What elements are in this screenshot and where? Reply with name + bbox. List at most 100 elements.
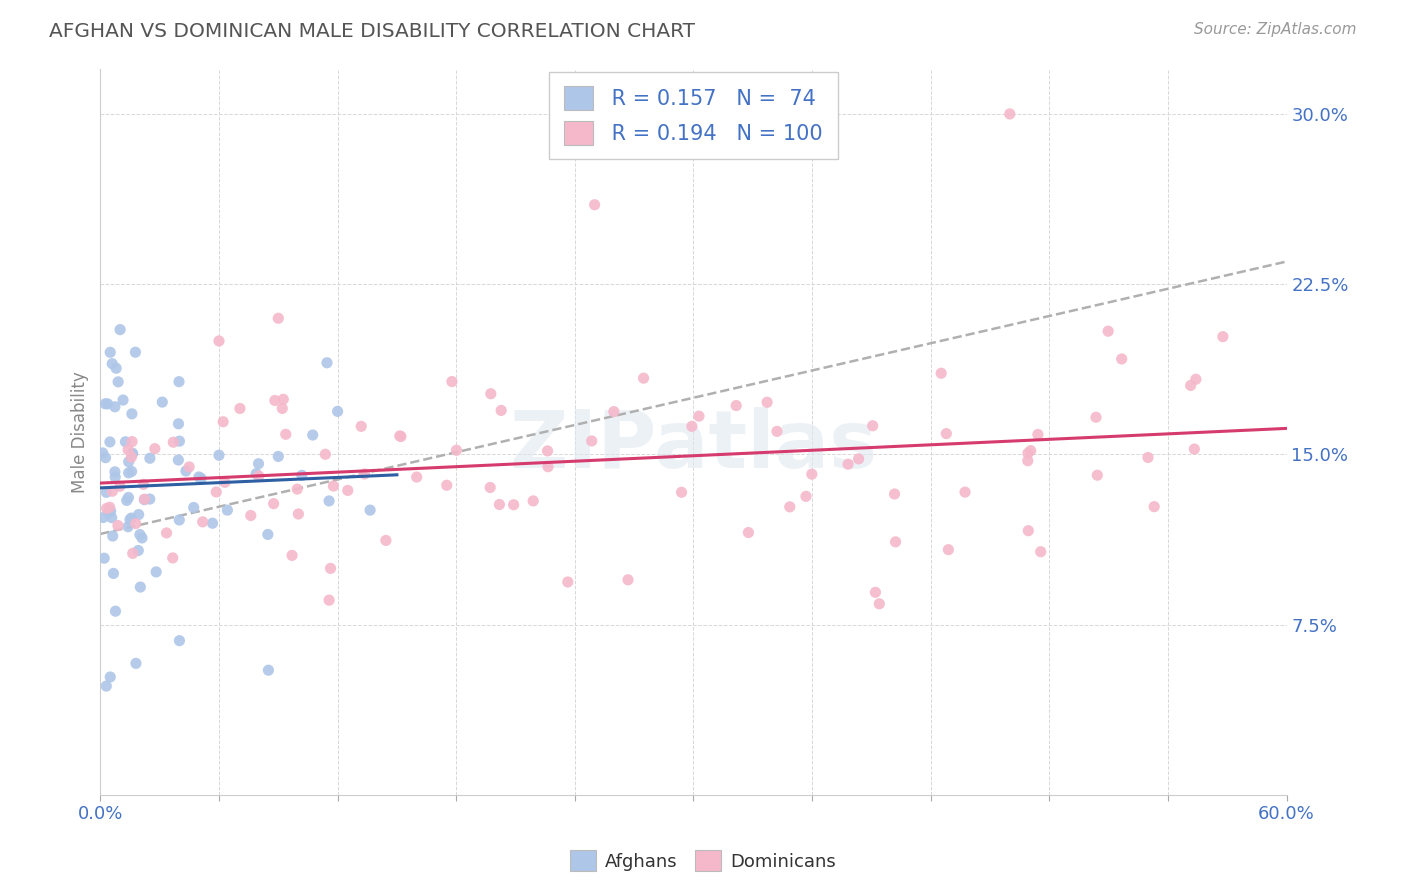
Point [285, 482, 308, 496]
Point [938, 542, 960, 557]
Point [97, 397, 120, 411]
Point [117, 491, 139, 505]
Point [766, 425, 789, 439]
Point [681, 419, 703, 434]
Point [318, 494, 340, 508]
Point [208, 448, 231, 462]
Point [883, 487, 905, 501]
Point [105, 361, 128, 376]
Point [167, 375, 190, 389]
Point [101, 529, 124, 543]
Point [1182, 442, 1205, 456]
Point [94, 397, 117, 411]
Point [862, 418, 884, 433]
Point [217, 503, 239, 517]
Point [537, 459, 560, 474]
Point [1212, 329, 1234, 343]
Point [1143, 500, 1166, 514]
Point [121, 546, 143, 560]
Point [112, 392, 135, 407]
Point [868, 597, 890, 611]
Point [145, 565, 167, 579]
Point [301, 428, 323, 442]
Point [98, 670, 121, 684]
Point [167, 453, 190, 467]
Point [155, 525, 177, 540]
Point [91, 446, 114, 460]
Point [318, 593, 340, 607]
Point [118, 455, 141, 469]
Point [353, 467, 375, 481]
Point [104, 604, 127, 618]
Point [583, 198, 606, 212]
Point [134, 492, 156, 507]
Point [479, 481, 502, 495]
Point [1026, 427, 1049, 442]
Point [128, 508, 150, 522]
Point [108, 323, 131, 337]
Point [108, 479, 131, 493]
Point [114, 434, 136, 449]
Point [271, 392, 294, 407]
Point [132, 477, 155, 491]
Point [336, 483, 359, 498]
Point [479, 386, 502, 401]
Point [121, 434, 143, 449]
Point [316, 356, 339, 370]
Point [96, 501, 118, 516]
Point [350, 419, 373, 434]
Point [1185, 372, 1208, 386]
Point [1111, 351, 1133, 366]
Point [121, 447, 143, 461]
Y-axis label: Male Disability: Male Disability [72, 371, 89, 492]
Point [183, 500, 205, 515]
Point [998, 107, 1021, 121]
Point [688, 409, 710, 424]
Point [267, 450, 290, 464]
Point [115, 493, 138, 508]
Point [725, 399, 748, 413]
Point [1085, 410, 1108, 425]
Point [212, 415, 235, 429]
Point [405, 470, 427, 484]
Point [1180, 378, 1202, 392]
Point [129, 580, 152, 594]
Point [247, 457, 270, 471]
Point [201, 516, 224, 531]
Point [174, 464, 197, 478]
Point [502, 498, 524, 512]
Point [117, 442, 139, 457]
Text: AFGHAN VS DOMINICAN MALE DISABILITY CORRELATION CHART: AFGHAN VS DOMINICAN MALE DISABILITY CORR… [49, 22, 695, 41]
Point [117, 466, 139, 480]
Point [103, 566, 125, 581]
Point [104, 465, 127, 479]
Point [884, 534, 907, 549]
Point [488, 498, 510, 512]
Point [256, 527, 278, 541]
Point [1136, 450, 1159, 465]
Point [117, 520, 139, 534]
Point [257, 663, 280, 677]
Point [837, 457, 859, 471]
Point [214, 475, 236, 490]
Point [131, 531, 153, 545]
Point [271, 401, 294, 416]
Legend:  R = 0.157   N =  74,  R = 0.194   N = 100: R = 0.157 N = 74, R = 0.194 N = 100 [550, 71, 838, 160]
Point [128, 527, 150, 541]
Point [120, 511, 142, 525]
Point [143, 442, 166, 456]
Point [127, 543, 149, 558]
Point [98, 345, 121, 359]
Point [94, 450, 117, 465]
Point [522, 494, 544, 508]
Point [671, 485, 693, 500]
Point [389, 429, 412, 443]
Point [162, 435, 184, 450]
Point [169, 633, 191, 648]
Point [374, 533, 396, 548]
Point [263, 497, 285, 511]
Point [118, 512, 141, 526]
Legend: Afghans, Dominicans: Afghans, Dominicans [564, 843, 842, 879]
Point [800, 467, 823, 482]
Point [139, 451, 162, 466]
